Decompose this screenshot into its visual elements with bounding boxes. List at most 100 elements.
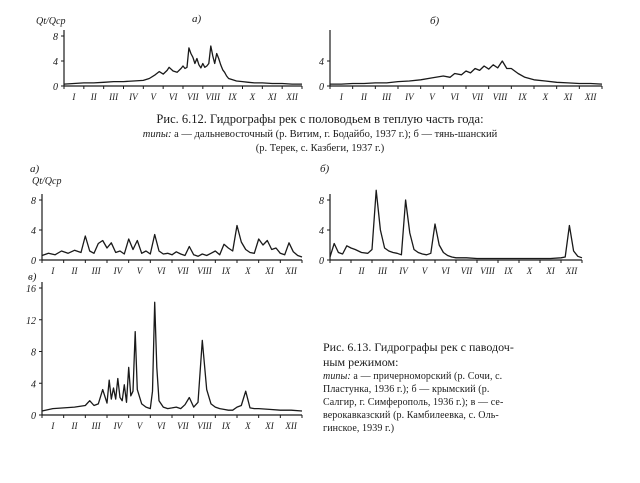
x-tick-label: IX [517,92,527,102]
series-line [329,189,583,260]
y-tick-label: 16 [26,284,36,295]
series-line [63,45,302,85]
x-tick-label: III [377,266,388,276]
x-tick-label: V [151,92,158,102]
y-tick-label: 4 [319,57,324,68]
y-tick-label: 8 [319,196,324,207]
series-line [41,224,303,258]
panel-label: а) [30,163,40,175]
x-tick-label: I [339,92,344,102]
x-tick-label: VIII [206,92,221,102]
fig-6-12-caption-line2: типы: а — дальневосточный (р. Витим, г. … [0,129,640,140]
fig-6-13-caption-line4: верокавказский (р. Камбилеевка, с. Оль- [323,410,499,421]
x-tick-label: II [71,421,79,431]
types-word: типы: [323,371,351,382]
x-tick-label: VII [187,92,199,102]
x-tick-label: V [422,266,429,276]
x-tick-label: XI [545,266,555,276]
x-tick-label: III [381,92,392,102]
y-tick-label: 0 [31,411,36,422]
x-tick-label: IX [227,92,237,102]
x-tick-label: VIII [480,266,495,276]
panel-label: в) [28,271,37,283]
x-tick-label: VIII [493,92,508,102]
x-tick-label: V [137,421,144,431]
x-tick-label: X [542,92,549,102]
x-tick-label: VIII [197,266,212,276]
series-line [330,60,603,85]
fig-6-13-caption-line5: гинское, 1939 г.) [323,423,395,434]
x-tick-label: X [244,421,251,431]
x-tick-label: IV [404,92,415,102]
x-tick-label: VI [157,421,166,431]
x-tick-label: VII [472,92,484,102]
panel-label: б) [320,163,330,175]
x-tick-label: I [338,266,343,276]
y-tick-label: 4 [53,57,58,68]
y-tick-label: 0 [319,82,324,93]
y-tick-label: 8 [31,196,36,207]
y-tick-label: 8 [31,348,36,359]
x-tick-label: VII [177,421,189,431]
x-tick-label: XI [267,92,277,102]
x-tick-label: XII [565,266,578,276]
y-tick-label: 8 [53,32,58,43]
fig-6-13-caption-title-cont: ным режимом: [323,355,399,369]
x-tick-label: IV [128,92,139,102]
fig-6-13-caption-line1: типы: а — причерноморский (р. Сочи, с. [323,371,502,382]
x-tick-label: VI [441,266,450,276]
x-tick-label: VII [177,266,189,276]
x-tick-label: II [360,92,368,102]
x-tick-label: X [244,266,251,276]
x-tick-label: I [71,92,76,102]
x-tick-label: IX [221,421,231,431]
fig-6-13-caption-line3: Салгир, г. Симферополь, 1936 г.); в — се… [323,397,504,408]
x-tick-label: VI [450,92,459,102]
x-tick-label: II [71,266,79,276]
x-tick-label: XI [563,92,573,102]
x-tick-label: IX [221,266,231,276]
series-line [41,301,303,412]
x-tick-label: III [91,421,102,431]
panel-label: а) [192,13,202,25]
x-tick-label: IX [503,266,513,276]
panel-label: б) [430,15,440,27]
x-tick-label: VII [461,266,473,276]
x-tick-label: III [108,92,119,102]
x-tick-label: VI [169,92,178,102]
x-tick-label: III [91,266,102,276]
y-tick-label: 0 [31,256,36,267]
x-tick-label: I [50,266,55,276]
y-tick-label: 0 [319,256,324,267]
x-tick-label: V [137,266,144,276]
x-tick-label: IV [113,266,124,276]
x-tick-label: VI [157,266,166,276]
x-tick-label: V [429,92,436,102]
x-tick-label: II [358,266,366,276]
y-axis-label: Qt/Qср [36,16,65,27]
fig-6-13-caption-title: Рис. 6.13. Гидрографы рек с паводоч- [323,340,514,354]
fig-6-12-caption-line3: (р. Терек, с. Казбеги, 1937 г.) [255,143,385,154]
x-tick-label: X [249,92,256,102]
fig-6-13-caption-types: а — причерноморский (р. Сочи, с. [350,371,503,382]
y-tick-label: 4 [31,226,36,237]
x-tick-label: IV [113,421,124,431]
x-tick-label: XI [264,266,274,276]
x-tick-label: I [50,421,55,431]
y-tick-label: 0 [53,82,58,93]
y-tick-label: 12 [26,316,36,327]
fig-6-13-caption-line2: Пластунка, 1936 г.); б — крымский (р. [323,384,490,395]
y-tick-label: 4 [319,226,324,237]
fig-6-12-caption-types: а — дальневосточный (р. Витим, г. Бодайб… [171,129,498,140]
fig-6-12-caption-title: Рис. 6.12. Гидрографы рек с половодьем в… [156,112,484,126]
x-tick-label: XII [285,92,298,102]
x-tick-label: IV [398,266,409,276]
y-tick-label: 4 [31,379,36,390]
